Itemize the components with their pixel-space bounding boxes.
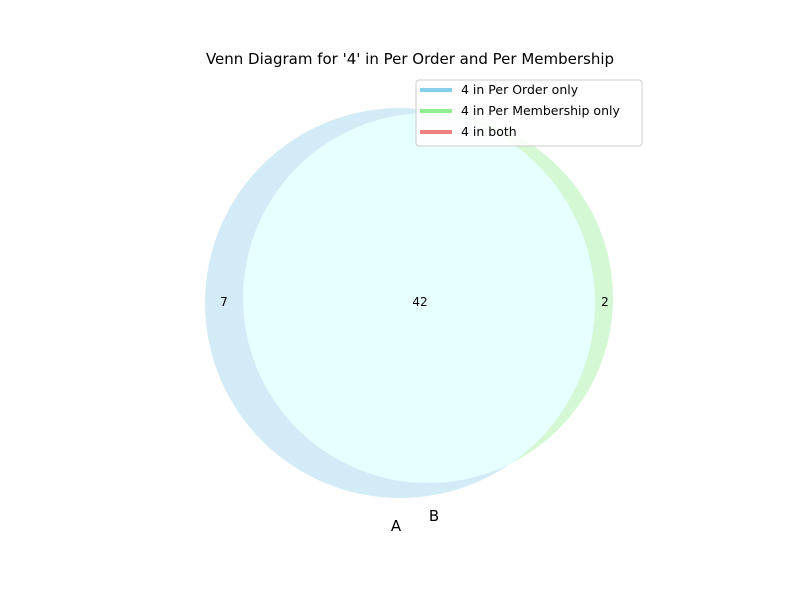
legend-frame: [415, 79, 643, 147]
legend: 4 in Per Order only 4 in Per Membership …: [415, 79, 643, 147]
legend-entry-both: 4 in both: [461, 124, 517, 139]
region-label-both: 42: [412, 295, 427, 309]
chart-title: Venn Diagram for '4' in Per Order and Pe…: [206, 50, 614, 68]
legend-entry-a-only: 4 in Per Order only: [461, 82, 579, 97]
region-label-b-only: 2: [601, 295, 609, 309]
set-label-b: B: [429, 507, 439, 525]
legend-entry-b-only: 4 in Per Membership only: [461, 103, 620, 118]
venn-overlap-region: [243, 113, 595, 483]
set-label-a: A: [391, 517, 402, 535]
venn-regions: [205, 108, 613, 498]
region-label-a-only: 7: [220, 295, 228, 309]
